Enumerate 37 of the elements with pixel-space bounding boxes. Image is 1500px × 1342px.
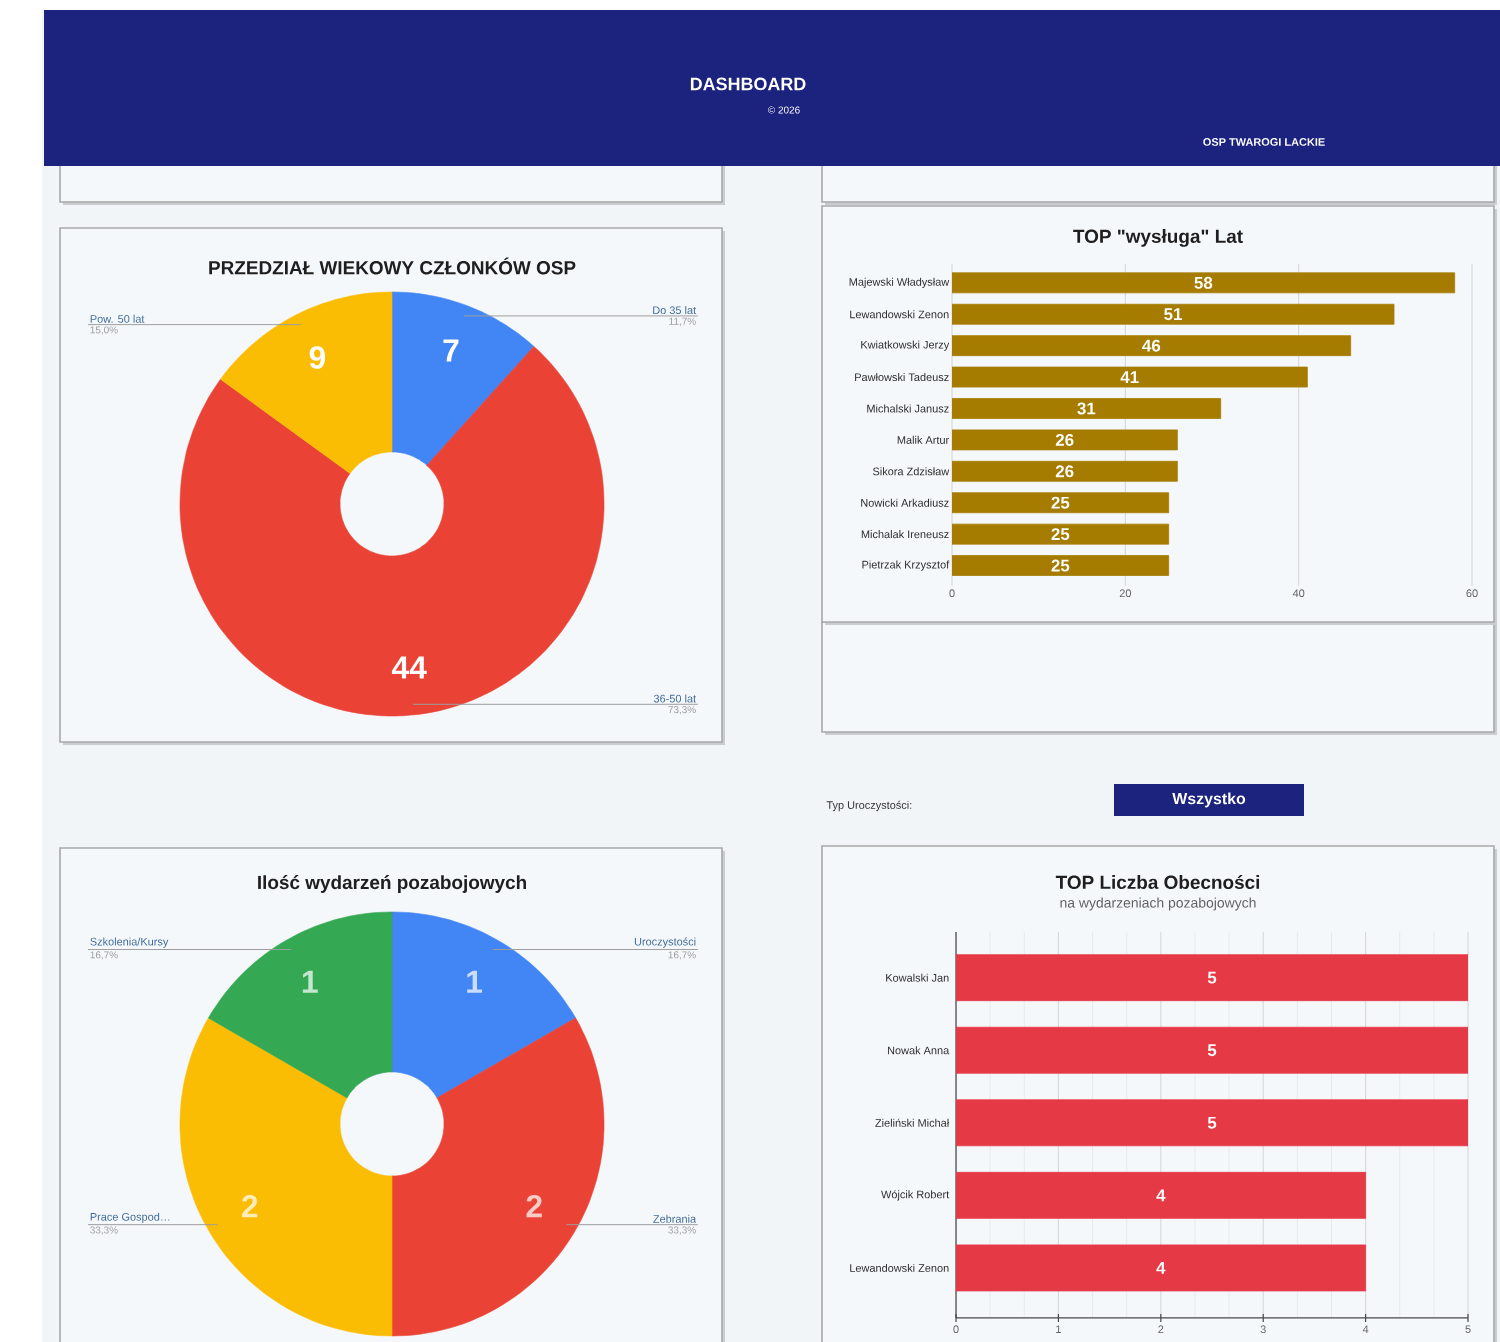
data-label: 26	[1055, 465, 1074, 478]
data-label: 44	[391, 656, 427, 679]
data-label: 46	[1142, 339, 1161, 352]
data-label: 25	[1051, 528, 1070, 541]
chart-title: TOP "wysługa" Lat	[1073, 229, 1243, 247]
data-label: 2	[241, 1195, 258, 1218]
chart-title: PRZEDZIAŁ WIEKOWY CZŁONKÓW OSP	[209, 257, 576, 275]
data-label: 7	[443, 339, 459, 362]
data-label: 51	[1164, 308, 1182, 321]
data-label: 5	[1207, 1116, 1217, 1129]
bar	[952, 303, 1395, 325]
data-label: 26	[1055, 433, 1074, 446]
bar	[952, 366, 1308, 388]
data-label: 1	[302, 970, 318, 993]
data-label: 5	[1207, 971, 1217, 984]
bar	[952, 398, 1222, 419]
bar	[952, 523, 1170, 545]
text: DASHBOARD	[690, 77, 806, 91]
data-label: 9	[309, 346, 326, 369]
data-label: 1	[467, 970, 483, 993]
data-label: 41	[1120, 371, 1139, 383]
bar	[952, 555, 1170, 576]
data-label: 31	[1077, 402, 1096, 415]
data-label: 25	[1051, 559, 1070, 572]
bar	[952, 335, 1352, 357]
bar	[952, 492, 1170, 514]
chart-title: Ilość wydarzeń pozabojowych	[258, 875, 527, 893]
data-label: 58	[1194, 276, 1213, 289]
bar	[952, 272, 1456, 294]
data-label: 5	[1207, 1044, 1217, 1057]
data-label: 25	[1051, 496, 1070, 509]
bar	[952, 460, 1178, 482]
data-label: 4	[1156, 1262, 1166, 1274]
chart-title: TOP Liczba Obecności	[1055, 874, 1260, 890]
data-label: 4	[1156, 1189, 1166, 1202]
data-label: 2	[526, 1194, 542, 1218]
bar	[952, 429, 1178, 451]
